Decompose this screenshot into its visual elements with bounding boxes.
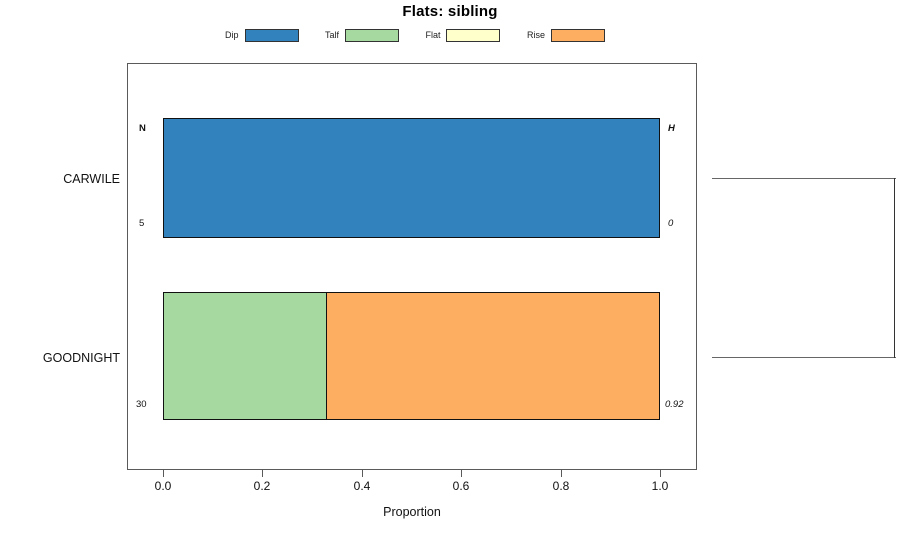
dendrogram-branch-goodnight (712, 357, 896, 359)
y-axis-label-goodnight: GOODNIGHT (42, 351, 120, 365)
bar-segment-goodnight-rise (326, 292, 660, 420)
y-axis-label-carwile: CARWILE (63, 172, 120, 186)
chart-legend: Dip Talf Flat Rise (225, 26, 605, 44)
dendrogram-join (894, 178, 896, 358)
x-tick-mark-1 (262, 470, 264, 477)
bar-entropy-carwile: 0 (668, 218, 674, 229)
legend-swatch-flat (446, 28, 501, 42)
x-tick-label-3: 0.6 (452, 479, 470, 493)
legend-item-dip: Dip (225, 28, 299, 42)
legend-label-dip: Dip (225, 30, 239, 40)
x-tick-mark-0 (163, 470, 165, 477)
bar-corner-carwile-top-right: H (668, 123, 675, 134)
bar-segment-carwile-dip (163, 118, 660, 238)
page-title: Flats: sibling (402, 3, 498, 20)
bar-segment-goodnight-talf (163, 292, 327, 420)
x-tick-label-1: 0.2 (253, 479, 271, 493)
x-tick-mark-4 (561, 470, 563, 477)
legend-label-flat: Flat (425, 30, 441, 40)
legend-swatch-rise (550, 28, 605, 42)
x-tick-label-5: 1.0 (651, 479, 669, 493)
bar-count-goodnight: 30 (136, 399, 147, 410)
dendrogram-branch-carwile (712, 178, 896, 180)
legend-swatch-talf (345, 28, 399, 42)
legend-label-talf: Talf (324, 30, 339, 40)
x-tick-mark-2 (362, 470, 364, 477)
x-tick-label-4: 0.8 (552, 479, 570, 493)
bar-entropy-goodnight: 0.92 (665, 399, 684, 410)
x-axis-title: Proportion (383, 505, 441, 519)
legend-item-talf: Talf (324, 28, 399, 42)
bar-count-carwile: 5 (139, 218, 145, 229)
legend-label-rise: Rise (526, 30, 545, 40)
legend-item-rise: Rise (526, 28, 605, 42)
legend-swatch-dip (244, 28, 299, 42)
legend-item-flat: Flat (425, 28, 501, 42)
bar-corner-carwile-top-left: N (139, 123, 146, 134)
x-tick-mark-3 (461, 470, 463, 477)
x-tick-mark-5 (660, 470, 662, 477)
x-tick-label-0: 0.0 (154, 479, 172, 493)
x-tick-label-2: 0.4 (353, 479, 371, 493)
